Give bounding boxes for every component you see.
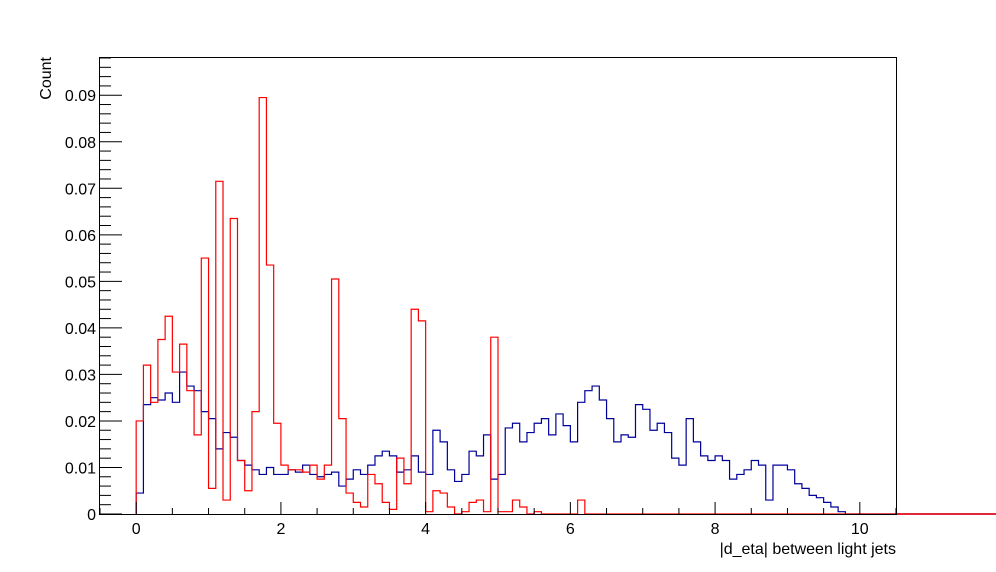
x-tick-label: 10 [851,521,869,538]
y-tick-label: 0.01 [65,460,96,477]
plot-frame [99,57,897,515]
y-tick-label: 0.07 [65,181,96,198]
x-tick-label: 2 [276,521,285,538]
x-tick-label: 6 [566,521,575,538]
y-tick-label: 0.02 [65,414,96,431]
x-axis-label: |d_eta| between light jets [720,541,896,558]
x-tick-label: 8 [711,521,720,538]
y-tick-label: 0.08 [65,135,96,152]
y-tick-label: 0 [87,507,96,524]
y-tick-label: 0.06 [65,228,96,245]
y-tick-label: 0.03 [65,367,96,384]
y-axis-ticks: 0 0.01 0.02 0.03 0.04 0.05 0.06 0.07 0.08 0.09 [65,57,122,524]
y-axis-label: Count [38,56,55,99]
x-axis-ticks: 0 2 4 6 8 10 [99,502,897,538]
y-tick-label: 0.05 [65,274,96,291]
y-tick-label: 0.09 [65,88,96,105]
x-tick-label: 4 [421,521,430,538]
x-tick-label: 0 [132,521,141,538]
y-tick-label: 0.04 [65,321,96,338]
